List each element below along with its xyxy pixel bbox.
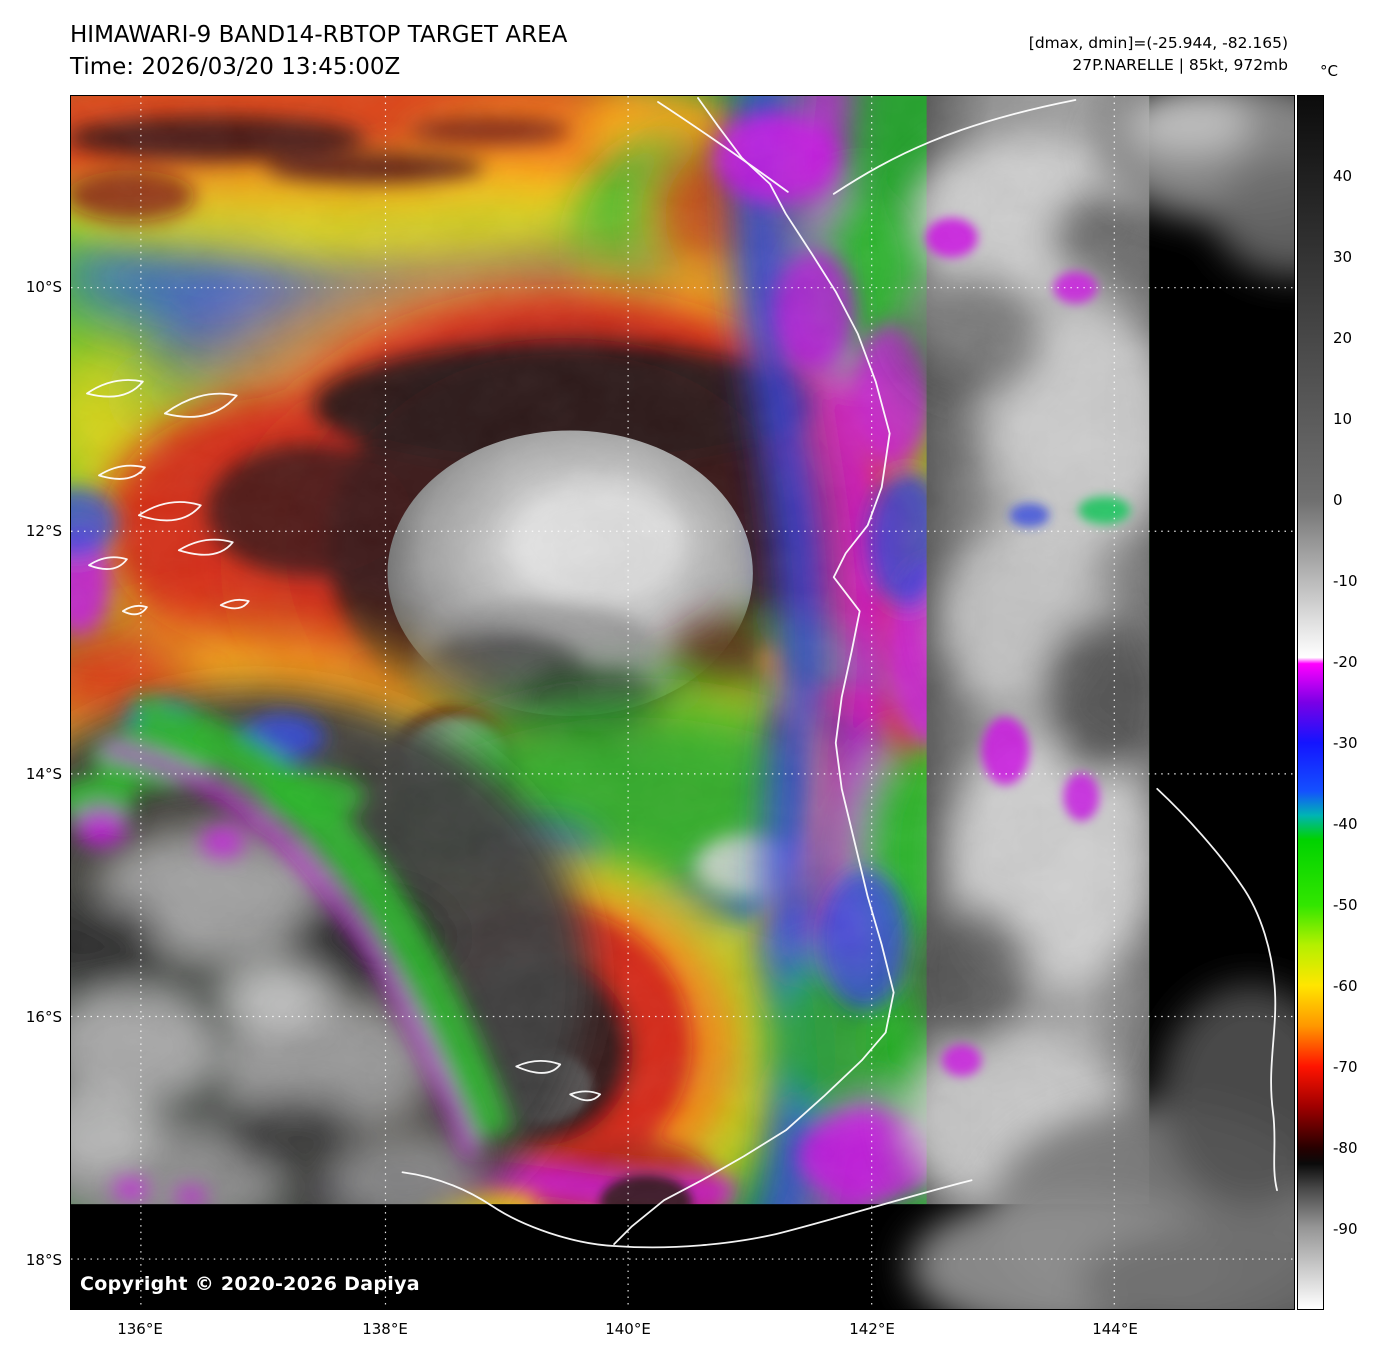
header-right: [dmax, dmin]=(-25.944, -82.165) 27P.NARE… <box>1029 32 1288 76</box>
lat-label-18s: 18°S <box>25 1251 62 1269</box>
no-data-regions <box>71 96 1294 1309</box>
lat-label-14s: 14°S <box>25 765 62 783</box>
cb-tick-m90: -90 <box>1333 1220 1358 1238</box>
cloud-texture <box>71 96 1294 1309</box>
cb-tick-m70: -70 <box>1333 1058 1358 1076</box>
cb-tick-30: 30 <box>1333 248 1353 266</box>
cb-tick-m40: -40 <box>1333 815 1358 833</box>
cb-tick-40: 40 <box>1333 167 1353 185</box>
lon-label-136e: 136°E <box>117 1320 163 1338</box>
temperature-colorbar <box>1297 95 1324 1310</box>
storm-info: 27P.NARELLE | 85kt, 972mb <box>1072 56 1288 74</box>
cb-tick-20: 20 <box>1333 329 1353 347</box>
gridlines <box>71 96 1294 1309</box>
satellite-scene <box>71 96 1294 1309</box>
cb-tick-m80: -80 <box>1333 1139 1358 1157</box>
cb-tick-m30: -30 <box>1333 734 1358 752</box>
lat-label-10s: 10°S <box>25 278 62 296</box>
cb-tick-m50: -50 <box>1333 896 1358 914</box>
coastlines <box>86 97 1278 1249</box>
lat-label-16s: 16°S <box>25 1008 62 1026</box>
cb-tick-m10: -10 <box>1333 572 1358 590</box>
cb-tick-m60: -60 <box>1333 977 1358 995</box>
copyright: Copyright © 2020-2026 Dapiya <box>80 1273 420 1295</box>
lat-label-12s: 12°S <box>25 522 62 540</box>
cb-tick-m20: -20 <box>1333 653 1358 671</box>
lon-label-138e: 138°E <box>362 1320 408 1338</box>
page-title: HIMAWARI-9 BAND14-RBTOP TARGET AREA <box>70 22 568 48</box>
satellite-map: Copyright © 2020-2026 Dapiya <box>70 95 1295 1310</box>
colorbar-unit-label: °C <box>1320 62 1338 80</box>
lon-label-144e: 144°E <box>1092 1320 1138 1338</box>
lon-label-142e: 142°E <box>849 1320 895 1338</box>
timestamp: Time: 2026/03/20 13:45:00Z <box>70 54 401 80</box>
dmax-dmin-readout: [dmax, dmin]=(-25.944, -82.165) <box>1028 34 1288 52</box>
lon-label-140e: 140°E <box>605 1320 651 1338</box>
cb-tick-10: 10 <box>1333 410 1353 428</box>
cb-tick-0: 0 <box>1333 491 1343 509</box>
